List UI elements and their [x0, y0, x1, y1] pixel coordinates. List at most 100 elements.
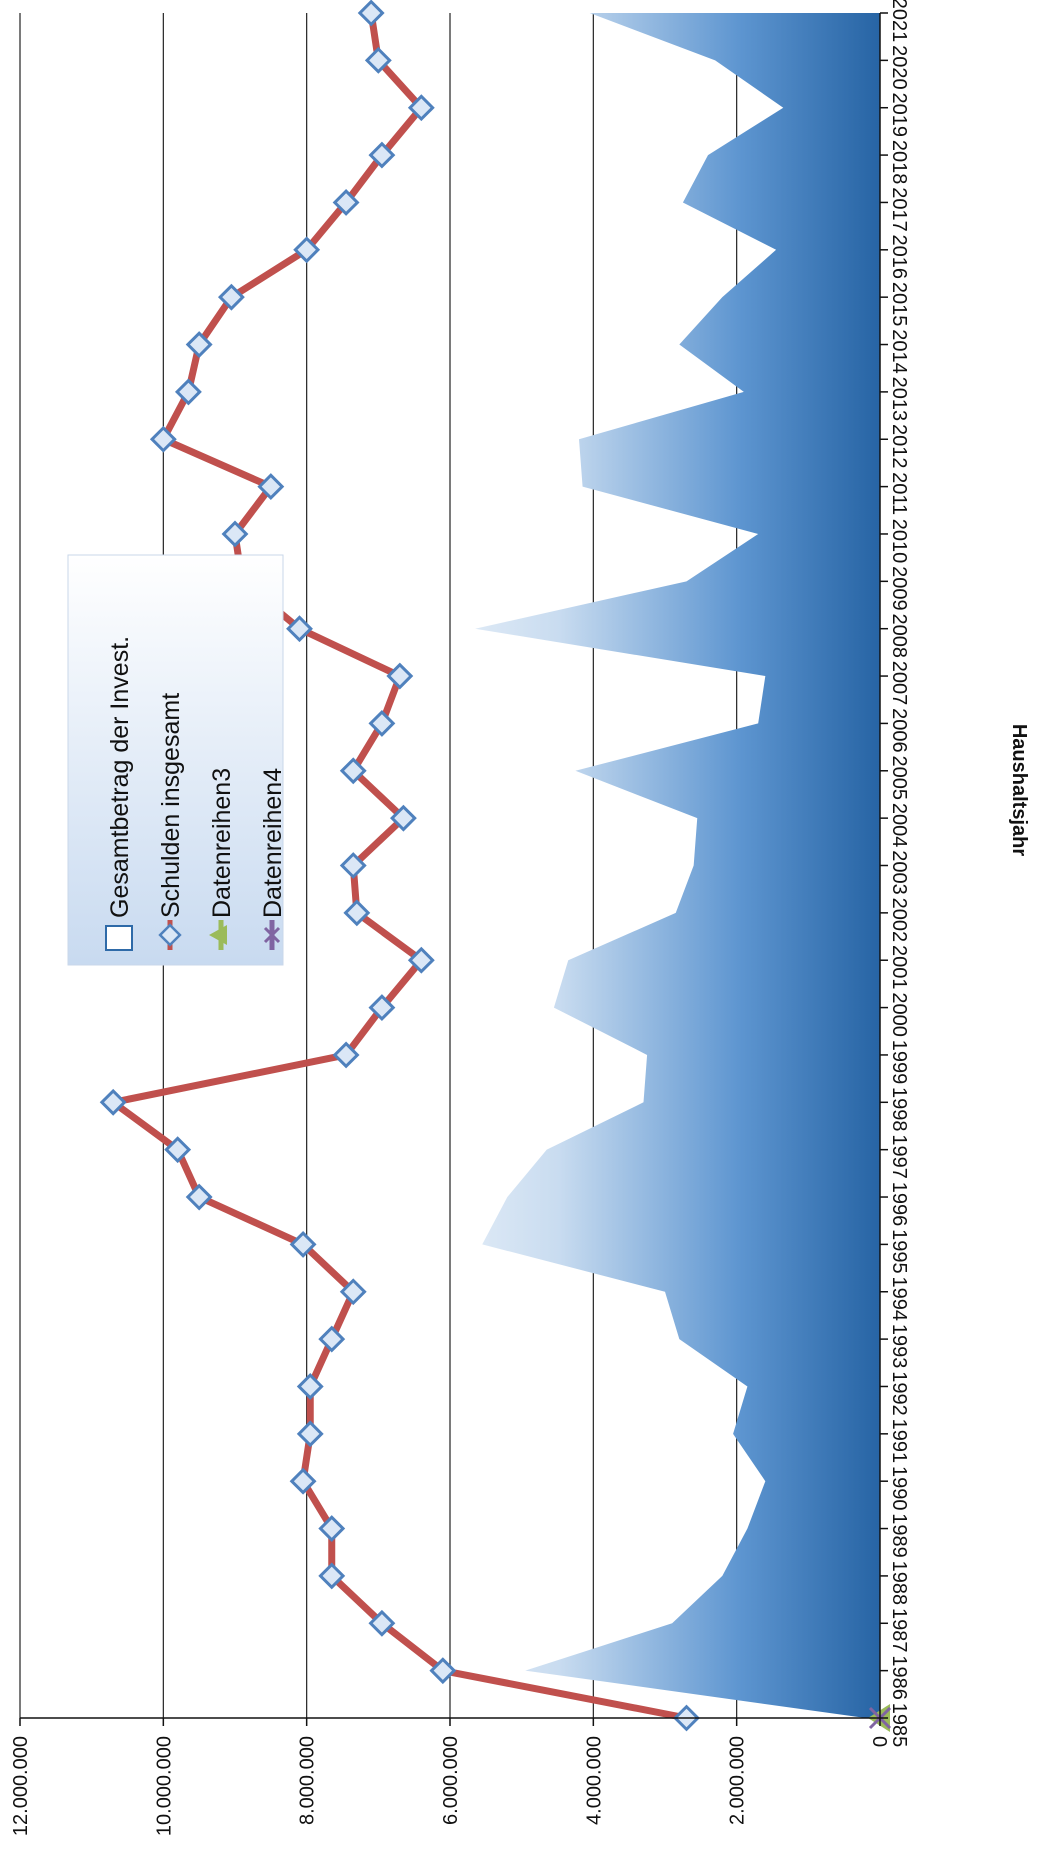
legend-label-invest: Gesamtbetrag der Invest.: [106, 636, 134, 918]
x-tick-label: 2002: [888, 898, 910, 943]
legend-triangle-marker-icon: [209, 925, 227, 945]
debt-marker: [339, 1278, 367, 1306]
y-tick-label: 10.000.000: [153, 1736, 175, 1836]
legend-area-swatch-icon: [105, 925, 133, 951]
x-tick-label: 2019: [888, 92, 910, 137]
debt-marker: [386, 662, 414, 690]
debt-markers: [99, 0, 700, 1732]
y-tick-labels: 0 2.000.000 4.000.000 6.000.000 8.000.000 10.…: [10, 1736, 892, 1836]
debt-marker: [332, 1041, 360, 1069]
debt-marker: [221, 520, 249, 548]
debt-marker: [289, 1230, 317, 1258]
x-tick-label: 1989: [888, 1513, 910, 1558]
x-tick-label: 2012: [888, 424, 910, 469]
y-tick-label: 6.000.000: [440, 1736, 462, 1825]
x-tick-label: 2003: [888, 850, 910, 895]
debt-marker: [364, 46, 392, 74]
debt-marker: [332, 189, 360, 216]
debt-marker: [429, 1657, 457, 1685]
debt-marker: [368, 709, 396, 737]
debt-marker: [318, 1325, 346, 1353]
debt-marker: [174, 378, 202, 406]
x-tick-label: 1986: [888, 1655, 910, 1700]
x-tick-label: 2000: [888, 992, 910, 1036]
x-tick-label: 2020: [888, 45, 910, 90]
x-tick-label: 1991: [888, 1419, 910, 1464]
debt-marker: [368, 994, 396, 1022]
x-axis-label: Haushaltsjahr: [1008, 724, 1030, 856]
debt-marker: [318, 1515, 346, 1542]
x-tick-label: 2015: [888, 282, 910, 327]
x-tick-label: 1990: [888, 1466, 910, 1511]
x-tick-label: 2006: [888, 708, 910, 753]
debt-marker: [185, 1183, 213, 1211]
x-tick-label: 2021: [888, 0, 910, 42]
x-tick-label: 1998: [888, 1087, 910, 1132]
x-tick-label: 2017: [888, 187, 910, 232]
y-tick-label: 2.000.000: [727, 1736, 749, 1825]
debt-marker: [217, 283, 245, 311]
legend: Gesamtbetrag der Invest. Schulden insges…: [67, 554, 287, 966]
x-tick-label: 1987: [888, 1608, 910, 1653]
x-tick-label: 2009: [888, 566, 910, 611]
legend-label-debt: Schulden insgesamt: [157, 693, 185, 918]
x-tick-label: 1985: [888, 1703, 910, 1748]
debt-marker: [185, 331, 213, 358]
legend-x-marker-icon: [263, 926, 281, 944]
debt-marker: [164, 1136, 192, 1164]
x-tick-label: 2007: [888, 661, 910, 706]
debt-marker: [357, 0, 385, 27]
debt-marker: [286, 615, 313, 643]
debt-marker: [389, 804, 417, 832]
x-tick-label: 2004: [888, 803, 910, 848]
debt-marker: [289, 1467, 317, 1495]
x-tick-label: 1999: [888, 1040, 910, 1085]
debt-marker: [99, 1088, 127, 1116]
x-tick-label: 1996: [888, 1182, 910, 1227]
x-tick-label: 2010: [888, 519, 910, 564]
debt-marker: [343, 899, 371, 927]
legend-item-invest: Gesamtbetrag der Invest.: [105, 636, 134, 951]
debt-marker: [407, 946, 435, 974]
x-tick-label: 2011: [888, 472, 910, 515]
y-tick-label: 8.000.000: [297, 1736, 319, 1825]
y-tick-label: 4.000.000: [583, 1736, 605, 1825]
x-tick-label: 1988: [888, 1561, 910, 1606]
x-tick-label: 2008: [888, 613, 910, 658]
debt-marker: [149, 425, 177, 453]
legend-item-series3: Datenreihen3: [208, 768, 236, 950]
x-tick-label: 1993: [888, 1324, 910, 1369]
x-tick-label: 1994: [888, 1277, 910, 1322]
debt-marker: [318, 1562, 346, 1590]
x-tick-label: 1995: [888, 1229, 910, 1274]
legend-diamond-marker-icon: [158, 923, 182, 947]
y-tick-label: 12.000.000: [10, 1736, 32, 1836]
debt-marker: [368, 1609, 396, 1637]
x-tick-label: 2014: [888, 329, 910, 374]
x-tick-label: 1992: [888, 1371, 910, 1416]
debt-marker: [296, 1373, 324, 1400]
debt-marker: [339, 757, 367, 785]
legend-item-debt: Schulden insgesamt: [157, 693, 185, 950]
x-tick-label: 2018: [888, 140, 910, 185]
legend-box: [67, 554, 284, 966]
investment-area: [475, 13, 880, 1718]
x-tick-label: 2005: [888, 756, 910, 801]
legend-label-series4: Datenreihen4: [259, 768, 287, 918]
legend-label-series3: Datenreihen3: [208, 768, 236, 918]
x-tick-label: 1997: [888, 1134, 910, 1179]
debt-marker: [296, 1420, 324, 1448]
y-tick-label: 0: [870, 1736, 892, 1747]
x-tick-label: 2001: [888, 945, 910, 990]
legend-item-series4: Datenreihen4: [259, 768, 287, 950]
debt-marker: [368, 141, 396, 169]
axes: [19, 12, 888, 1726]
debt-marker: [407, 94, 435, 122]
debt-marker: [257, 473, 285, 501]
debt-marker: [339, 852, 367, 879]
x-tick-label: 2013: [888, 377, 910, 422]
debt-marker: [293, 236, 321, 264]
x-tick-label: 2016: [888, 235, 910, 280]
